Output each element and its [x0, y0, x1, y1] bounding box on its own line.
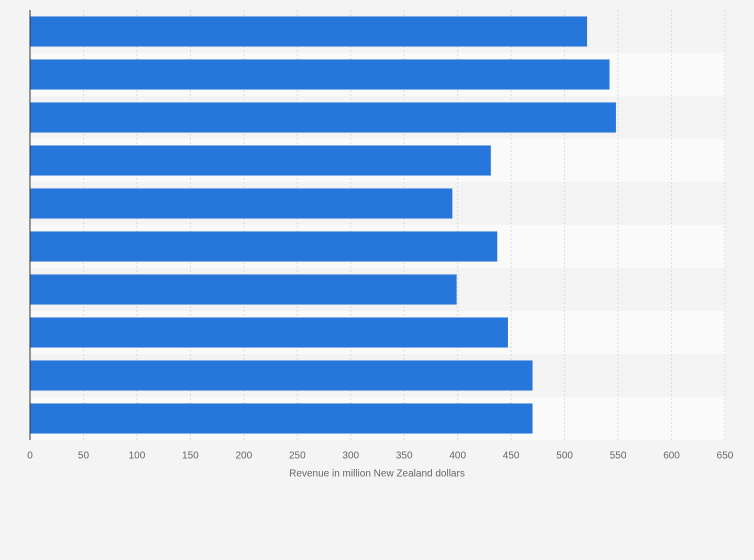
x-tick-label: 600	[663, 451, 680, 462]
bar	[30, 16, 588, 47]
x-tick-label: 150	[182, 451, 199, 462]
x-tick-label: 400	[449, 451, 466, 462]
x-axis-label: Revenue in million New Zealand dollars	[289, 469, 465, 480]
x-tick-label: 300	[342, 451, 359, 462]
x-tick-label: 500	[556, 451, 573, 462]
bar	[30, 360, 533, 391]
bar	[30, 231, 498, 262]
x-tick-label: 100	[129, 451, 146, 462]
x-tick-label: 200	[236, 451, 253, 462]
x-tick-label: 50	[78, 451, 90, 462]
bar	[30, 145, 491, 176]
x-tick-label: 250	[289, 451, 306, 462]
bar	[30, 188, 453, 219]
bar	[30, 102, 616, 133]
x-tick-label: 0	[27, 451, 33, 462]
x-tick-label: 450	[503, 451, 520, 462]
x-tick-label: 350	[396, 451, 413, 462]
bar	[30, 59, 610, 90]
bar	[30, 274, 457, 305]
x-tick-label: 550	[610, 451, 627, 462]
bar	[30, 403, 533, 434]
bar	[30, 317, 508, 348]
x-tick-label: 650	[717, 451, 734, 462]
